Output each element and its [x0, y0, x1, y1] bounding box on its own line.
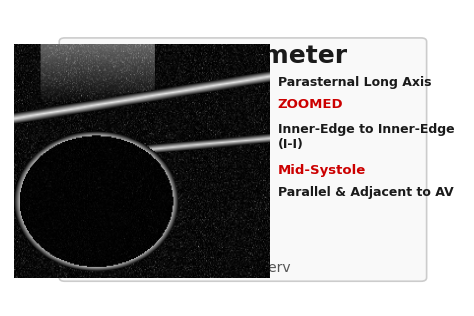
Text: ZOOMED: ZOOMED [278, 98, 344, 111]
Ellipse shape [232, 103, 234, 105]
Text: (I-I): (I-I) [278, 138, 304, 151]
Text: CardioServ: CardioServ [173, 240, 223, 248]
Text: Parallel & Adjacent to AV: Parallel & Adjacent to AV [278, 186, 454, 199]
Ellipse shape [216, 91, 222, 96]
FancyBboxPatch shape [70, 216, 269, 234]
Text: © CardioServ: © CardioServ [196, 261, 290, 275]
Text: Mid-Systole: Mid-Systole [278, 164, 366, 177]
Bar [70, 72, 269, 252]
Text: JPEG: JPEG [247, 229, 261, 234]
FancyBboxPatch shape [92, 78, 179, 113]
Text: Parasternal Long Axis: Parasternal Long Axis [278, 76, 431, 89]
FancyBboxPatch shape [59, 38, 427, 281]
Text: LVOT Diameter: LVOT Diameter [138, 44, 347, 68]
Text: Inner-Edge to Inner-Edge: Inner-Edge to Inner-Edge [278, 123, 455, 136]
